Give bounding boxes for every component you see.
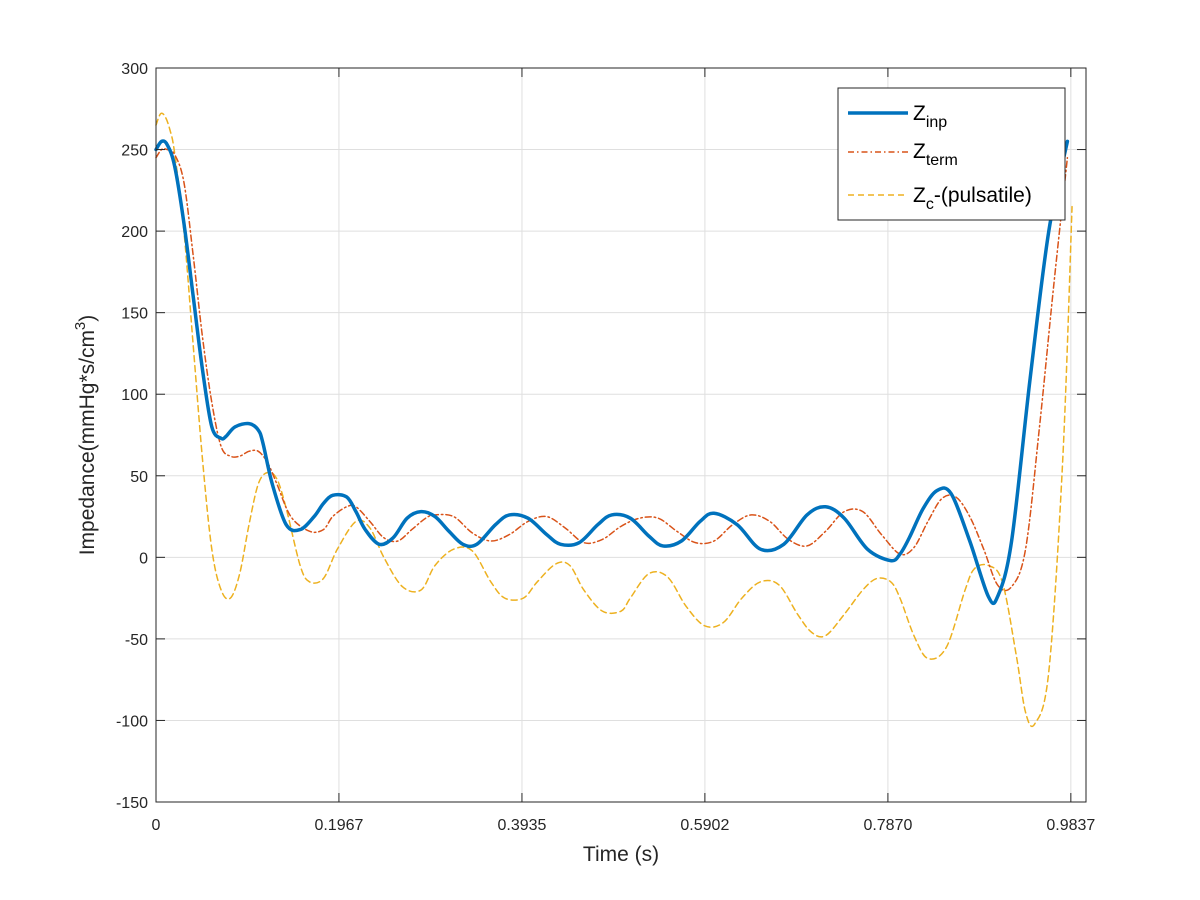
x-tick-label: 0.7870 [863, 817, 912, 834]
y-tick-label: 100 [121, 387, 148, 404]
y-axis-label-sup: 3 [72, 322, 89, 330]
x-tick-label: 0.5902 [680, 817, 729, 834]
y-tick-label: 150 [121, 306, 148, 323]
series-line-inp [154, 139, 1070, 606]
series-line-term [155, 147, 1069, 592]
legend-entry-pulsatile-sub: c [926, 196, 934, 213]
y-tick-label: -50 [125, 632, 148, 649]
x-tick-label: 0.9837 [1046, 817, 1095, 834]
series-lines [154, 112, 1073, 728]
legend-box [837, 87, 1066, 221]
y-axis-label-close: ) [76, 315, 99, 322]
legend-entry-pulsatile: Zc-(pulsatile) [913, 184, 1032, 213]
axes-box [155, 67, 1087, 803]
y-axis-ticks: -150 -100 -50 0 50 100 150 200 250 300 [116, 61, 1086, 812]
legend-entry-pulsatile-name: Z [913, 184, 926, 207]
legend-entry-pulsatile-suffix: -(pulsatile) [934, 184, 1032, 207]
y-axis-label: Impedance(mmHg*s/cm3) [72, 315, 99, 556]
y-tick-label: 250 [121, 143, 148, 160]
x-tick-label: 0 [152, 817, 161, 834]
y-tick-label: -150 [116, 795, 148, 812]
y-tick-label: 50 [130, 469, 148, 486]
legend-entry-term-sub: term [926, 152, 958, 169]
legend-entry-inp-sub: inp [926, 114, 947, 131]
y-axis-label-main: Impedance(mmHg*s/cm [76, 330, 99, 555]
legend-entry-term: Zterm [913, 140, 958, 169]
legend-entry-inp: Zinp [913, 102, 947, 131]
y-tick-label: 200 [121, 224, 148, 241]
series-line-pulsatile [155, 112, 1073, 728]
y-tick-label: 300 [121, 61, 148, 78]
legend-entry-inp-name: Z [913, 102, 926, 125]
legend-entry-term-name: Z [913, 140, 926, 163]
legend: Zinp Zterm Zc-(pulsatile) [837, 87, 1066, 221]
y-tick-label: -100 [116, 713, 148, 730]
x-tick-label: 0.1967 [314, 817, 363, 834]
x-axis-ticks: 0 0.1967 0.3935 0.5902 0.7870 0.9837 [152, 68, 1095, 834]
x-tick-label: 0.3935 [497, 817, 546, 834]
y-tick-label: 0 [139, 550, 148, 567]
x-axis-label: Time (s) [583, 843, 659, 866]
